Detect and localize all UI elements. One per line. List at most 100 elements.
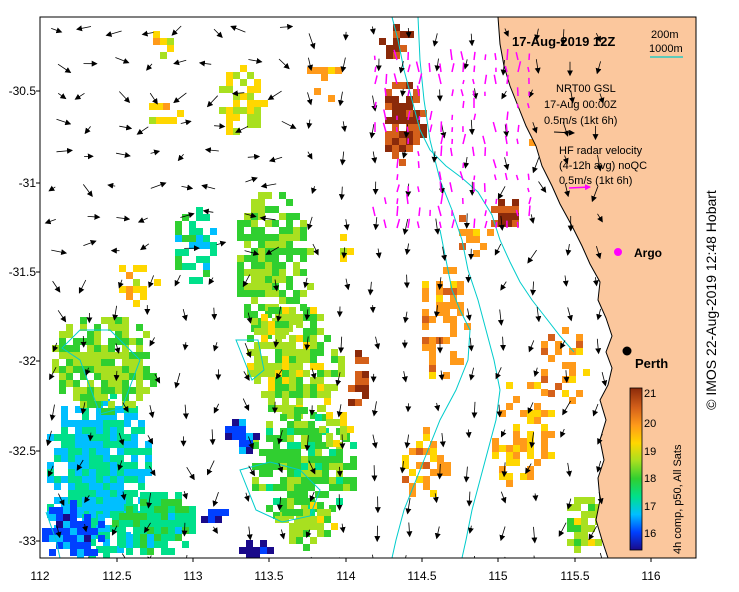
sst-pixel (273, 512, 280, 519)
sst-pixel (89, 455, 96, 462)
sst-pixel (251, 206, 258, 213)
model-arrow (305, 529, 312, 539)
model-arrow (341, 247, 348, 259)
sst-pixel (133, 520, 140, 527)
sst-pixel (450, 358, 457, 365)
sst-pixel (108, 345, 115, 352)
sst-pixel (68, 469, 75, 476)
sst-pixel (233, 114, 240, 121)
sst-pixel (326, 412, 333, 419)
sst-pixel (244, 290, 251, 297)
sst-pixel (196, 214, 203, 221)
sst-pixel (322, 477, 329, 484)
model-arrow (244, 492, 250, 502)
sst-pixel (315, 414, 322, 421)
sst-pixel (444, 469, 451, 476)
radar-arrow (492, 159, 497, 169)
sst-pixel (98, 535, 105, 542)
sst-pixel (280, 435, 287, 442)
sst-pixel (296, 516, 303, 523)
sst-pixel (520, 438, 527, 445)
sst-pixel (161, 492, 168, 499)
model-arrow (434, 526, 441, 540)
sst-pixel (70, 528, 77, 535)
sst-pixel (280, 477, 287, 484)
sst-pixel (247, 100, 254, 107)
sst-pixel (126, 293, 133, 300)
sst-pixel (385, 131, 392, 138)
model-arrow (181, 308, 188, 322)
model-arrow (403, 311, 409, 324)
sst-pixel (480, 243, 487, 250)
sst-pixel (450, 288, 457, 295)
sst-pixel (317, 342, 324, 349)
sst-pixel (444, 462, 451, 469)
model-arrow (566, 498, 573, 510)
model-arrow (49, 367, 57, 381)
sst-pixel (96, 427, 103, 434)
model-arrow (401, 371, 408, 383)
sst-pixel (89, 483, 96, 490)
sst-pixel (87, 331, 94, 338)
sst-pixel (260, 547, 267, 554)
sst-pixel (82, 504, 89, 511)
sst-pixel (168, 513, 175, 520)
sst-pixel (254, 79, 261, 86)
model-arrow (596, 460, 602, 473)
model-arrow (304, 435, 311, 452)
sst-pixel (140, 548, 147, 555)
sst-pixel (126, 506, 133, 513)
sst-pixel (422, 337, 429, 344)
model-arrow (371, 95, 378, 112)
sst-pixel (70, 507, 77, 514)
sst-pixel (103, 532, 110, 539)
sst-pixel (110, 455, 117, 462)
sst-pixel (329, 477, 336, 484)
sst-pixel (588, 497, 595, 504)
sst-pixel (287, 428, 294, 435)
model-arrow (306, 92, 313, 106)
sst-pixel (567, 518, 574, 525)
sst-pixel (272, 290, 279, 297)
sst-pixel (400, 31, 407, 38)
model-arrow (433, 305, 440, 318)
sst-pixel (289, 370, 296, 377)
model-arrow (405, 27, 412, 39)
model-arrow (115, 57, 130, 64)
model-arrow (212, 491, 219, 507)
sst-pixel (122, 387, 129, 394)
sst-pixel (322, 463, 329, 470)
sst-pixel (246, 540, 253, 547)
sst-pixel (110, 504, 117, 511)
model-arrow (595, 33, 601, 43)
sst-pixel (73, 366, 80, 373)
sst-pixel (265, 332, 272, 339)
model-arrow (143, 522, 151, 534)
sst-pixel (129, 352, 136, 359)
model-arrow (503, 157, 510, 171)
sst-pixel (331, 384, 338, 391)
model-arrow (336, 404, 343, 418)
sst-pixel (140, 520, 147, 527)
sst-pixel (61, 448, 68, 455)
model-arrow (527, 249, 537, 264)
sst-pixel (293, 297, 300, 304)
sst-pixel (429, 337, 436, 344)
sst-pixel (66, 324, 73, 331)
sst-pixel (56, 528, 63, 535)
sst-pixel (161, 541, 168, 548)
radar-arrow (451, 63, 455, 73)
sst-pixel (246, 547, 253, 554)
sst-pixel (101, 394, 108, 401)
sst-pixel (156, 117, 163, 124)
model-arrow (149, 92, 158, 105)
sst-pixel (279, 213, 286, 220)
sst-pixel (287, 498, 294, 505)
sst-pixel (47, 476, 54, 483)
model-arrow (500, 429, 507, 438)
sst-pixel (96, 455, 103, 462)
sst-pixel (340, 248, 347, 255)
x-tick-label: 112 (30, 569, 49, 583)
sst-pixel (233, 72, 240, 79)
sst-pixel (280, 428, 287, 435)
